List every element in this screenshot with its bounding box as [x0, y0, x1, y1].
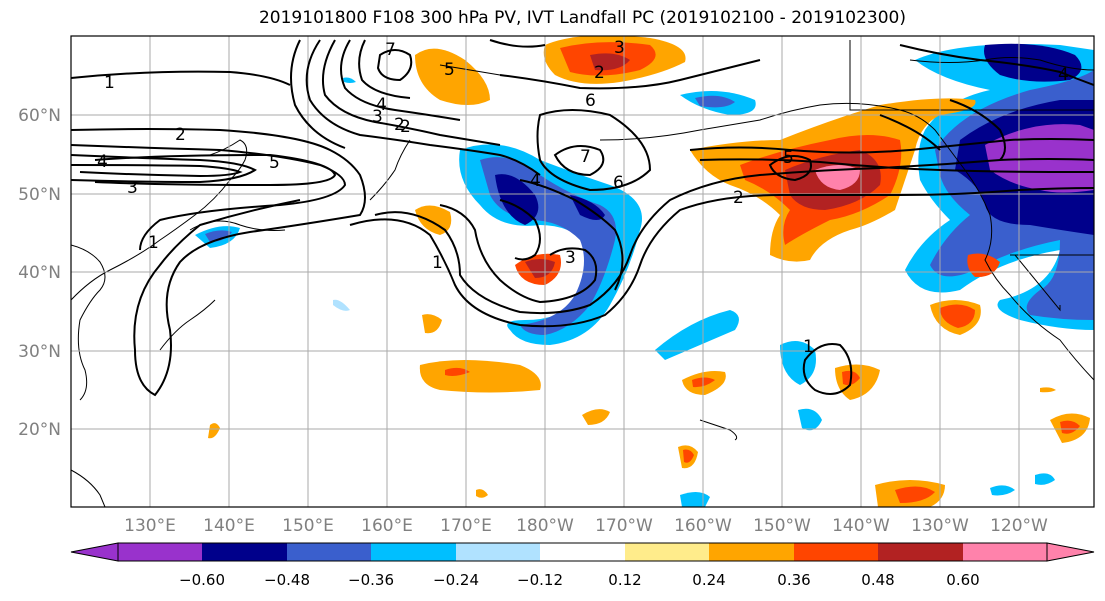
lon-label: 160°W	[674, 516, 732, 536]
lon-labels: 130°E 140°E 150°E 160°E 170°E 180°W 170°…	[124, 516, 1048, 536]
colorbar-swatch	[794, 543, 878, 561]
colorbar-swatch	[625, 543, 709, 561]
contour-label: 5	[444, 60, 455, 80]
colorbar-tick-label: 0.48	[861, 571, 894, 589]
lat-label: 40°N	[18, 263, 61, 283]
colorbar-tick-label: −0.12	[517, 571, 563, 589]
contour-label: 1	[432, 253, 443, 273]
lat-label: 50°N	[18, 185, 61, 205]
colorbar-swatch	[709, 543, 794, 561]
lon-label: 120°W	[990, 516, 1048, 536]
colorbar-tick-label: −0.36	[348, 571, 394, 589]
colorbar-tick-label: 0.24	[692, 571, 725, 589]
coastlines	[71, 40, 1094, 507]
lat-label: 30°N	[18, 342, 61, 362]
map-border	[70, 35, 1095, 508]
colorbar-swatch	[540, 543, 625, 561]
contour-label: 4	[97, 152, 108, 172]
pv-contours	[71, 39, 1094, 397]
colorbar-tick-label: −0.48	[264, 571, 310, 589]
contour-label: 4	[1058, 65, 1069, 85]
lon-label: 150°W	[753, 516, 811, 536]
colorbar-extend-min	[70, 542, 119, 562]
contour-label: 2	[175, 125, 186, 145]
contour-labels: 1 2 3 4 5 6 7 1 2 3 4 3 2 1 1 7 6 5 3 5 …	[97, 38, 1069, 357]
lon-label: 140°W	[832, 516, 890, 536]
contour-label: 6	[613, 173, 624, 193]
contour-label: 3	[127, 178, 138, 198]
gridlines	[71, 36, 1094, 507]
colorbar-swatch	[963, 543, 1047, 561]
lon-label: 150°E	[282, 516, 334, 536]
colorbar-swatch	[202, 543, 287, 561]
colorbar-swatch	[878, 543, 963, 561]
lon-label: 170°E	[440, 516, 492, 536]
contour-label: 2	[400, 117, 411, 137]
contour-label: 7	[580, 147, 591, 167]
lon-label: 130°W	[911, 516, 969, 536]
lat-labels: 60°N 50°N 40°N 30°N 20°N	[18, 106, 61, 440]
colorbar-swatch	[371, 543, 456, 561]
lon-label: 170°W	[595, 516, 653, 536]
contour-label: 1	[148, 233, 159, 253]
contour-label: 1	[104, 73, 115, 93]
lon-label: 130°E	[124, 516, 176, 536]
lon-label: 140°E	[203, 516, 255, 536]
contour-label: 3	[614, 38, 625, 58]
colorbar-swatch	[287, 543, 371, 561]
colorbar-tick-labels: −0.60 −0.48 −0.36 −0.24 −0.12 0.12 0.24 …	[179, 571, 980, 589]
colorbar-tick-label: −0.60	[179, 571, 225, 589]
colorbar-tick-label: 0.60	[946, 571, 979, 589]
contour-label: 4	[530, 171, 541, 191]
contour-label: 1	[803, 337, 814, 357]
contour-label: 3	[372, 107, 383, 127]
contour-label: 4	[376, 95, 387, 115]
contour-label: 2	[394, 115, 405, 135]
contour-label: 7	[385, 40, 396, 60]
colorbar-extend-max	[1046, 542, 1095, 562]
colorbar-tick-label: 0.12	[608, 571, 641, 589]
contour-label: 2	[594, 63, 605, 83]
lon-label: 180°W	[516, 516, 574, 536]
contour-label: 6	[585, 91, 596, 111]
colorbar-swatch	[118, 543, 202, 561]
colorbar-tick-label: −0.24	[433, 571, 479, 589]
map-title: 2019101800 F108 300 hPa PV, IVT Landfall…	[258, 8, 906, 28]
colorbar	[70, 542, 1095, 562]
contour-label: 3	[565, 248, 576, 268]
colorbar-swatch	[456, 543, 540, 561]
colorbar-border	[117, 542, 1048, 562]
lat-label: 20°N	[18, 420, 61, 440]
lon-label: 160°E	[361, 516, 413, 536]
contour-label: 5	[783, 148, 794, 168]
colorbar-tick-label: 0.36	[777, 571, 810, 589]
map-panel: 1 2 3 4 5 6 7 1 2 3 4 3 2 1 1 7 6 5 3 5 …	[71, 36, 1094, 507]
lat-label: 60°N	[18, 106, 61, 126]
contour-label: 2	[733, 188, 744, 208]
contour-label: 5	[269, 153, 280, 173]
